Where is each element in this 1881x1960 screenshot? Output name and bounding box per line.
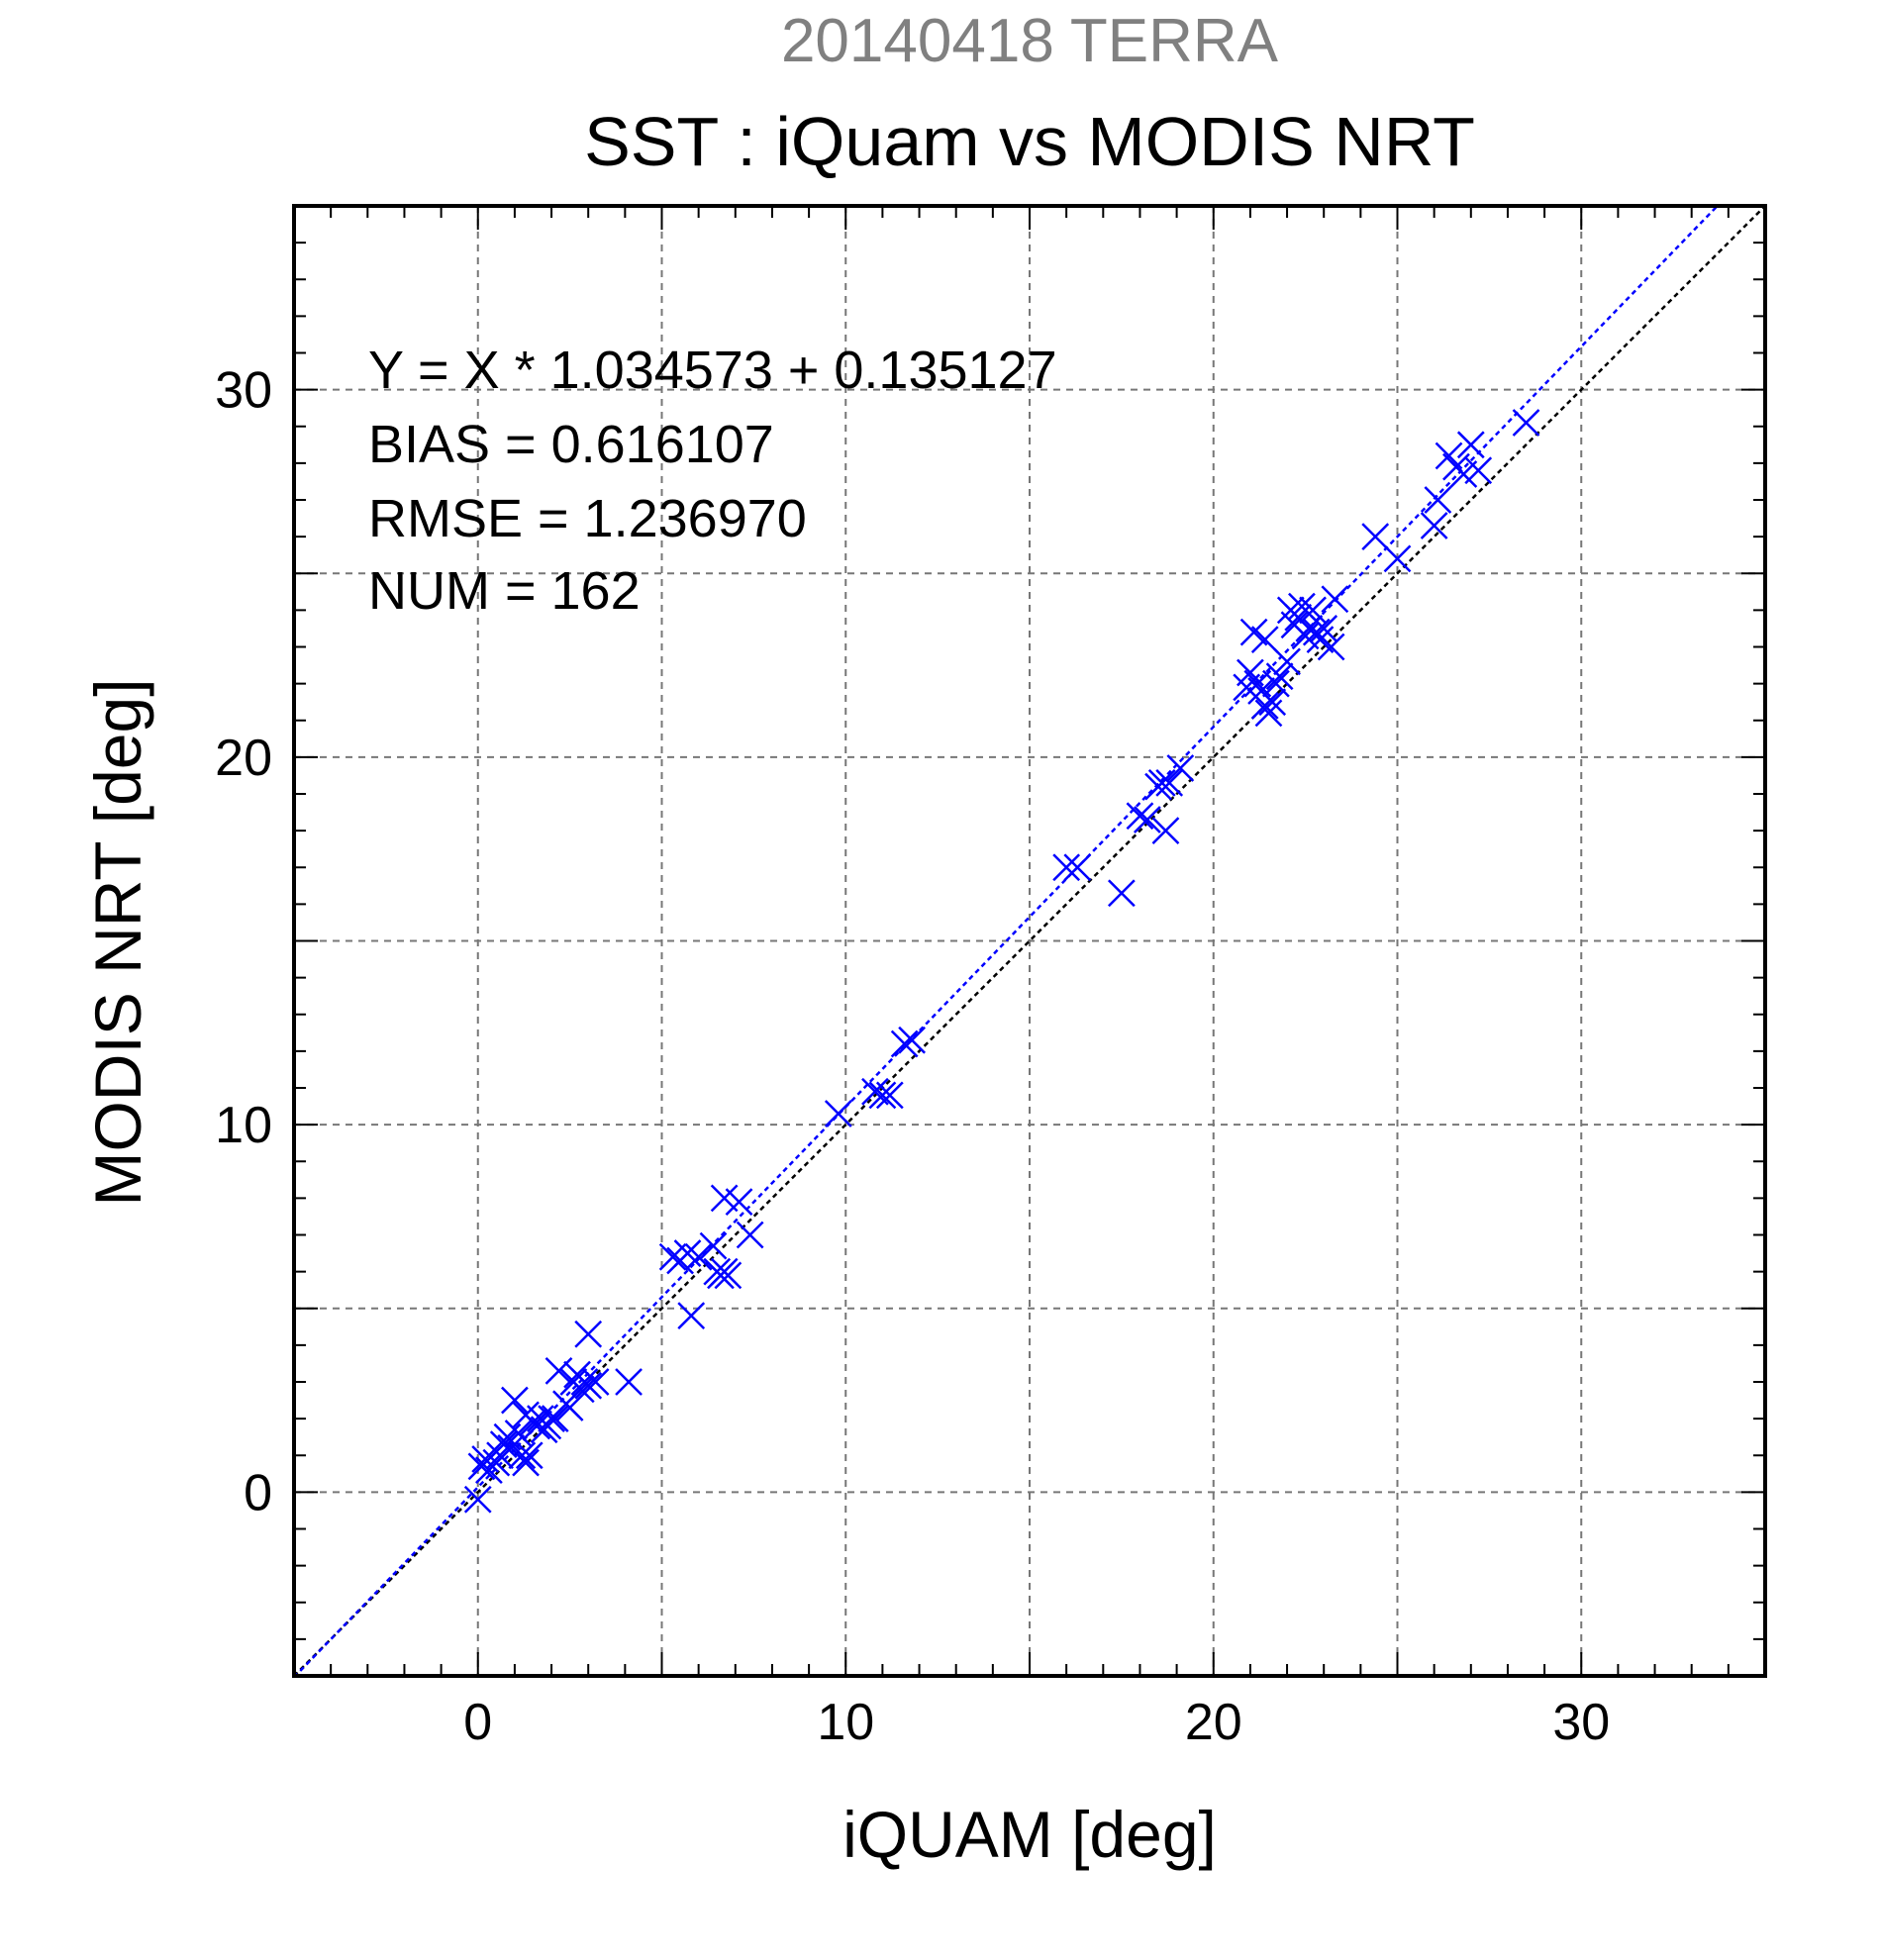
data-point bbox=[541, 1405, 569, 1433]
data-point bbox=[1265, 662, 1294, 691]
data-point bbox=[1456, 431, 1485, 459]
y-axis-label: MODIS NRT [deg] bbox=[81, 678, 154, 1206]
data-point bbox=[1250, 692, 1279, 720]
data-point bbox=[1107, 879, 1136, 908]
data-point bbox=[581, 1368, 610, 1396]
data-point bbox=[615, 1368, 643, 1396]
identity-line bbox=[294, 206, 1765, 1676]
grid-lines bbox=[294, 206, 1765, 1676]
data-point bbox=[898, 1026, 927, 1054]
data-point bbox=[1151, 817, 1180, 845]
data-point bbox=[1126, 802, 1154, 831]
annotation-fit-equation: Y = X * 1.034573 + 0.135127 bbox=[368, 341, 1057, 400]
data-point bbox=[501, 1386, 529, 1415]
data-point bbox=[512, 1448, 540, 1477]
data-point bbox=[1288, 592, 1316, 621]
data-point bbox=[566, 1375, 595, 1404]
data-point bbox=[677, 1302, 706, 1330]
data-point bbox=[493, 1422, 522, 1451]
annotation-rmse: RMSE = 1.236970 bbox=[368, 489, 807, 548]
data-point bbox=[1155, 768, 1184, 797]
data-point bbox=[463, 1485, 492, 1514]
plot-frame bbox=[292, 204, 1767, 1678]
data-point bbox=[1512, 409, 1540, 437]
data-point bbox=[1052, 853, 1081, 882]
reference-lines bbox=[294, 206, 1765, 1676]
data-points bbox=[463, 409, 1540, 1514]
data-point bbox=[1250, 626, 1279, 653]
data-point bbox=[1147, 768, 1176, 797]
x-axis-label: iQUAM [deg] bbox=[842, 1798, 1217, 1871]
data-point bbox=[574, 1320, 603, 1348]
data-point bbox=[1273, 647, 1301, 676]
data-point bbox=[555, 1394, 584, 1421]
data-point bbox=[1133, 806, 1161, 833]
chart-title: SST : iQuam vs MODIS NRT bbox=[584, 103, 1475, 180]
x-tick-label: 0 bbox=[463, 1694, 492, 1751]
chart-supertitle: 20140418 TERRA bbox=[781, 7, 1279, 75]
data-point bbox=[699, 1231, 728, 1260]
data-point bbox=[875, 1081, 904, 1110]
data-point bbox=[673, 1239, 702, 1267]
data-point bbox=[1420, 512, 1448, 539]
data-point bbox=[714, 1261, 742, 1290]
data-point bbox=[725, 1188, 753, 1216]
data-point bbox=[1262, 669, 1290, 698]
data-point bbox=[1361, 523, 1390, 551]
data-point bbox=[1317, 633, 1345, 661]
data-point bbox=[684, 1242, 713, 1271]
data-point bbox=[544, 1356, 573, 1385]
data-point bbox=[1166, 754, 1195, 782]
x-tick-label: 30 bbox=[1552, 1694, 1610, 1751]
data-point bbox=[1254, 699, 1283, 728]
annotation-block: Y = X * 1.034573 + 0.135127 BIAS = 0.616… bbox=[368, 341, 1057, 621]
y-tick-label: 0 bbox=[244, 1464, 272, 1521]
data-point bbox=[1383, 544, 1412, 573]
annotation-bias: BIAS = 0.616107 bbox=[368, 415, 774, 474]
x-tick-label: 10 bbox=[817, 1694, 874, 1751]
data-point bbox=[508, 1441, 537, 1470]
annotation-num: NUM = 162 bbox=[368, 561, 641, 621]
data-point bbox=[489, 1430, 518, 1458]
y-tick-label: 30 bbox=[215, 362, 272, 420]
tick-labels: 0 10 20 30 0 10 20 30 bbox=[215, 362, 1610, 1751]
data-point bbox=[824, 1100, 852, 1127]
x-tick-label: 20 bbox=[1185, 1694, 1242, 1751]
data-point bbox=[736, 1221, 764, 1249]
data-point bbox=[1258, 688, 1287, 717]
data-point bbox=[574, 1371, 603, 1400]
y-tick-label: 20 bbox=[215, 730, 272, 787]
data-point bbox=[868, 1081, 897, 1110]
data-point bbox=[515, 1441, 544, 1470]
data-point bbox=[1424, 486, 1452, 514]
data-point bbox=[1063, 853, 1092, 882]
data-point bbox=[1464, 456, 1493, 485]
data-point bbox=[523, 1412, 551, 1440]
data-point bbox=[1321, 585, 1349, 614]
y-tick-label: 10 bbox=[215, 1097, 272, 1154]
data-point bbox=[890, 1029, 919, 1058]
data-point bbox=[1310, 615, 1338, 642]
